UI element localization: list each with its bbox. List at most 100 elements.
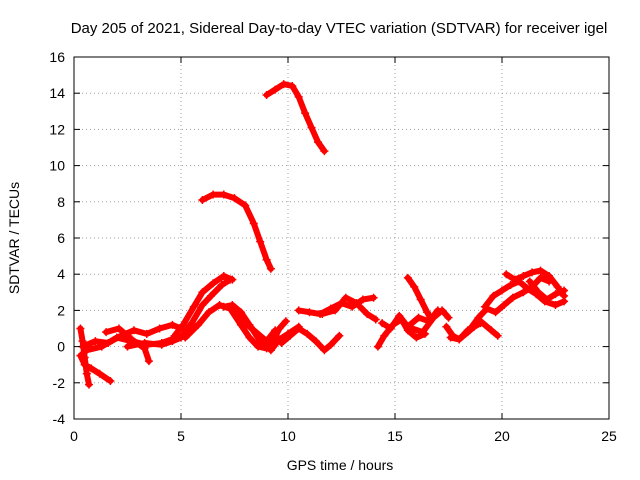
data-point (498, 286, 506, 295)
data-point (206, 291, 215, 300)
x-tick-label: 15 (387, 428, 403, 444)
y-tick-label: -2 (53, 375, 66, 391)
data-point (198, 288, 207, 297)
data-point (275, 324, 284, 333)
y-tick-label: 12 (49, 121, 65, 137)
series-arc-18 (403, 273, 436, 324)
y-tick-label: 14 (49, 85, 65, 101)
data-point (378, 319, 387, 328)
data-point (412, 333, 421, 342)
data-point (371, 315, 380, 324)
data-point (560, 286, 569, 295)
data-point (303, 329, 312, 338)
data-point (194, 320, 203, 329)
data-point (198, 195, 207, 204)
series-arc-24 (502, 266, 569, 300)
data-point (142, 329, 151, 338)
data-point (76, 324, 85, 333)
data-point (474, 313, 483, 322)
y-tick-label: 8 (57, 194, 65, 210)
data-point (442, 322, 451, 331)
data-point (181, 333, 190, 342)
data-point (254, 342, 263, 351)
data-point (418, 328, 427, 337)
data-point (429, 313, 438, 322)
data-point (266, 264, 275, 273)
series-arc-2 (76, 324, 93, 389)
data-point (236, 320, 245, 329)
data-point (536, 266, 545, 275)
data-point (395, 311, 404, 320)
data-point (519, 288, 528, 297)
data-point (536, 273, 545, 282)
data-point (127, 335, 136, 344)
data-point (179, 320, 188, 329)
data-point (277, 338, 286, 347)
data-point (525, 277, 534, 286)
data-point (551, 290, 560, 299)
series-line (278, 325, 343, 354)
data-point (423, 308, 432, 317)
series-line (263, 81, 328, 155)
data-point (352, 299, 361, 308)
series-line (464, 274, 553, 336)
data-point (168, 337, 177, 346)
series-line (227, 305, 289, 352)
data-point (228, 275, 237, 284)
data-point (369, 293, 378, 302)
data-point (288, 81, 297, 90)
data-point (286, 331, 295, 340)
data-point (311, 337, 320, 346)
series-line (199, 191, 274, 272)
data-point (487, 326, 496, 335)
data-point (262, 255, 271, 264)
data-point (553, 282, 562, 291)
x-tick-label: 25 (601, 428, 617, 444)
data-point (155, 324, 164, 333)
data-point (489, 291, 498, 300)
data-point (219, 190, 228, 199)
data-point (410, 282, 419, 291)
data-point (97, 342, 106, 351)
x-tick-label: 0 (70, 428, 78, 444)
data-point (408, 324, 417, 333)
series-arc-9 (198, 190, 275, 273)
data-point (226, 304, 235, 313)
data-point (545, 272, 554, 281)
series-arc-7 (170, 272, 237, 340)
series-arc-13 (277, 324, 344, 355)
data-point (313, 138, 322, 147)
axis-ticks: 0 5 10 15 20 25 -4 -2 0 2 4 6 8 10 12 14 16 (49, 49, 617, 444)
data-point (358, 295, 367, 304)
series-arc-5 (102, 324, 153, 366)
series-arc-19 (408, 306, 453, 337)
data-point (123, 342, 132, 351)
data-point (335, 331, 344, 340)
data-point (256, 337, 265, 346)
data-point (463, 328, 472, 337)
data-point (256, 237, 265, 246)
data-point (198, 300, 207, 309)
data-point (294, 306, 303, 315)
data-point (157, 340, 166, 349)
data-point (219, 272, 228, 281)
data-point (318, 310, 327, 319)
data-point (281, 317, 290, 326)
data-point (114, 324, 123, 333)
data-point (170, 331, 179, 340)
data-point (500, 300, 509, 309)
data-point (414, 313, 423, 322)
data-point (217, 281, 226, 290)
y-tick-label: 4 (57, 266, 65, 282)
data-point (480, 302, 489, 311)
x-tick-label: 20 (494, 428, 510, 444)
data-point (438, 306, 447, 315)
data-point (209, 279, 218, 288)
data-point (168, 320, 177, 329)
data-point (241, 201, 250, 210)
data-point (230, 194, 239, 203)
data-point (320, 147, 329, 156)
series-line (481, 278, 568, 310)
data-point (403, 273, 412, 282)
